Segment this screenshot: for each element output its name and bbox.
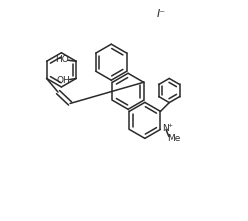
Text: N: N (162, 124, 169, 133)
Text: Me: Me (167, 134, 180, 143)
Text: I⁻: I⁻ (157, 9, 166, 19)
Text: +: + (167, 123, 172, 128)
Text: OH: OH (57, 76, 70, 85)
Text: HO: HO (55, 55, 69, 64)
